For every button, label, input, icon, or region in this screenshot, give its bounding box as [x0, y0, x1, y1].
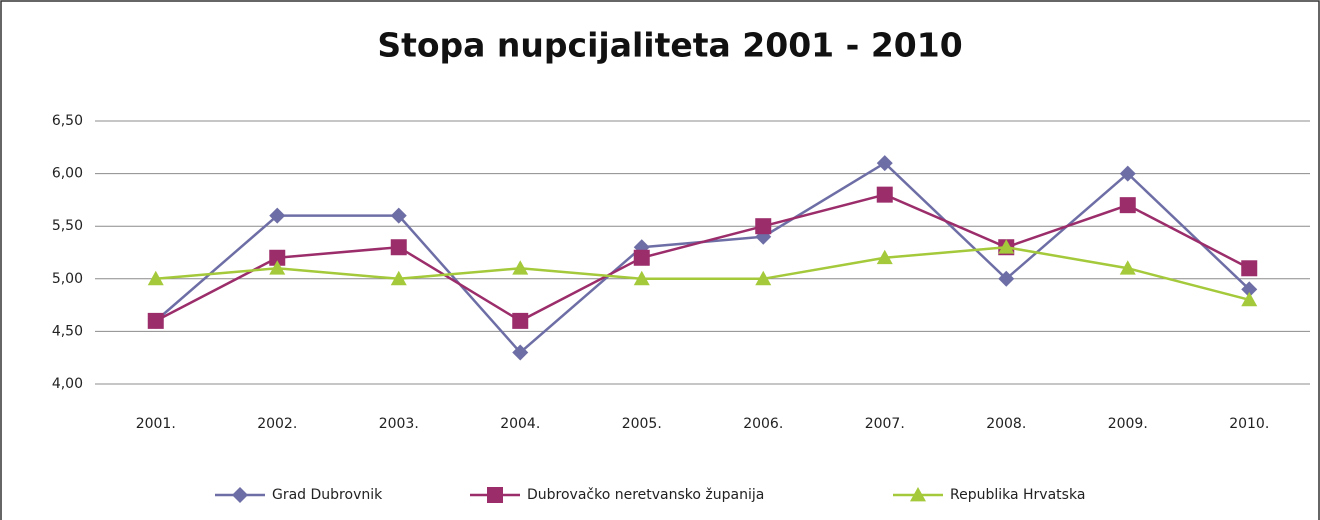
x-tick-label: 2006.: [743, 416, 783, 432]
x-tick-label: 2009.: [1108, 416, 1148, 432]
data-point: [390, 207, 407, 224]
data-point: [998, 239, 1015, 254]
y-tick-label: 5,50: [52, 218, 83, 234]
legend-label: Dubrovačko neretvansko županija: [527, 487, 764, 503]
legend-marker: [232, 487, 248, 503]
series-line: [155, 245, 1250, 302]
y-tick-label: 5,00: [52, 271, 83, 287]
data-point: [1241, 291, 1258, 307]
data-point: [1241, 260, 1258, 277]
data-point: [633, 249, 650, 266]
series-line: [154, 161, 1251, 355]
y-tick-label: 6,50: [52, 113, 83, 129]
data-point: [1119, 197, 1136, 214]
y-tick-label: 6,00: [52, 166, 83, 182]
data-point: [269, 260, 286, 275]
legend-label: Republika Hrvatska: [950, 487, 1085, 503]
data-point: [876, 249, 893, 265]
x-tick-label: 2001.: [136, 416, 176, 432]
data-point: [269, 207, 286, 224]
data-point: [390, 239, 407, 256]
x-tick-label: 2008.: [986, 416, 1026, 432]
data-point: [633, 270, 650, 286]
legend-label: Grad Dubrovnik: [272, 487, 383, 503]
data-point: [876, 155, 893, 172]
x-tick-label: 2010.: [1229, 416, 1269, 432]
data-point: [147, 312, 164, 329]
y-tick-label: 4,50: [52, 323, 83, 339]
x-tick-label: 2004.: [500, 416, 540, 432]
data-point: [998, 270, 1015, 287]
x-tick-label: 2003.: [379, 416, 419, 432]
data-point: [512, 344, 529, 361]
series-line: [155, 193, 1250, 323]
data-point: [755, 270, 772, 286]
data-point: [755, 218, 772, 235]
data-point: [512, 260, 529, 275]
data-point: [512, 312, 529, 329]
y-tick-label: 4,00: [52, 376, 83, 392]
data-point: [390, 270, 407, 286]
legend-marker: [487, 487, 503, 503]
data-point: [1119, 165, 1136, 182]
data-point: [147, 270, 164, 286]
data-point: [876, 186, 893, 203]
data-point: [269, 249, 286, 266]
chart-title: Stopa nupcijaliteta 2001 - 2010: [377, 26, 962, 65]
x-tick-label: 2002.: [257, 416, 297, 432]
x-tick-label: 2007.: [865, 416, 905, 432]
x-tick-label: 2005.: [622, 416, 662, 432]
legend-marker: [910, 487, 926, 502]
data-point: [1241, 281, 1258, 298]
data-point: [1119, 260, 1136, 275]
